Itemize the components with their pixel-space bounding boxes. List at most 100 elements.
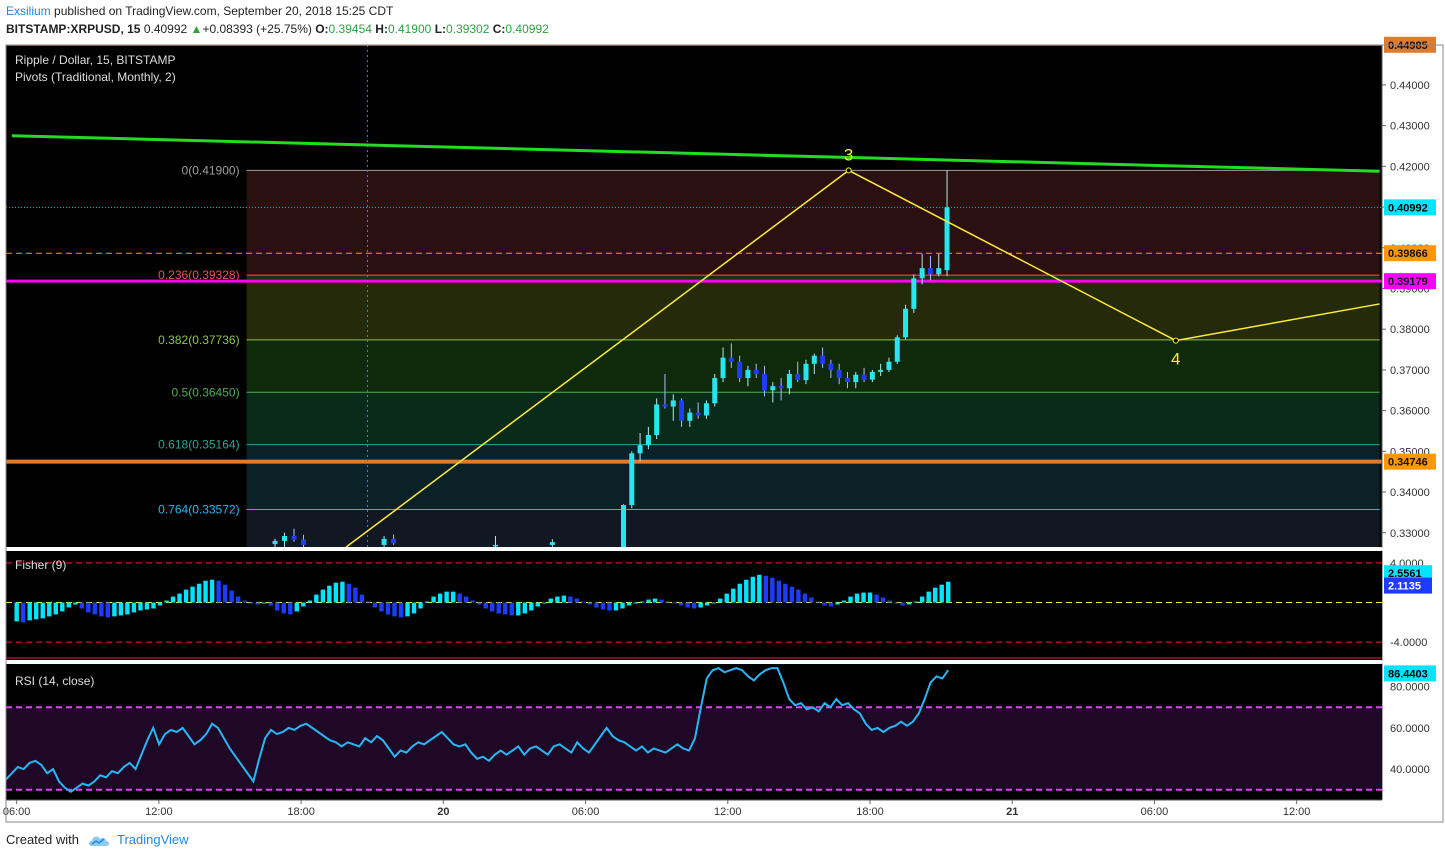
time-tick-label: 12:00 <box>1283 806 1311 818</box>
fisher-bar <box>848 596 853 603</box>
candle-body <box>936 268 942 275</box>
fisher-bar <box>620 602 625 609</box>
fisher-bar <box>607 602 612 611</box>
ohlc-info: BITSTAMP:XRPUSD, 15 0.40992 ▲+0.08393 (+… <box>6 22 549 36</box>
candle-body <box>770 386 776 391</box>
price-tick-label: 0.42000 <box>1390 161 1430 173</box>
fisher-bar <box>691 602 697 609</box>
time-tick-label: 06:00 <box>572 806 600 818</box>
fisher-bar <box>646 599 651 603</box>
candle-body <box>629 453 635 506</box>
fisher-bar <box>164 600 169 603</box>
fisher-bar <box>776 580 782 603</box>
tradingview-link[interactable]: TradingView <box>116 832 189 847</box>
fisher-bar <box>926 591 931 603</box>
fisher-bar <box>144 602 150 610</box>
fisher-bar <box>450 591 456 603</box>
fisher-bar <box>203 580 208 603</box>
fisher-bar <box>242 600 247 603</box>
fisher-bar <box>718 598 723 603</box>
rsi-tag <box>1384 665 1436 682</box>
fisher-bar <box>60 602 65 612</box>
candle-body <box>549 542 555 545</box>
candle-body <box>795 373 801 381</box>
time-tick-label: 06:00 <box>1141 806 1169 818</box>
chart-border <box>5 44 1444 823</box>
author-link[interactable]: Exsilium <box>6 4 51 18</box>
elliott-label-4: 4 <box>1171 350 1180 369</box>
fib-zone-0 <box>246 170 1380 276</box>
candle-body <box>745 369 751 379</box>
candle-body <box>670 400 676 407</box>
fisher-bar <box>581 601 586 603</box>
candle-body <box>820 355 826 364</box>
time-tick-label: 21 <box>1006 806 1018 818</box>
candle-body <box>654 404 660 436</box>
fisher-bar <box>177 593 182 603</box>
fib-label-0.764: 0.764(0.33572) <box>158 502 239 516</box>
candle-body <box>272 540 278 545</box>
trendline <box>11 134 1380 173</box>
elliott-label-3: 3 <box>844 145 853 164</box>
price-plot-area: 0(0.41900) 0.236(0.39328) 0.382(0.37736) 0.… <box>6 45 1382 547</box>
fisher-bar <box>138 602 143 611</box>
price-pane[interactable]: 0(0.41900) 0.236(0.39328) 0.382(0.37736) 0.… <box>6 36 1445 800</box>
fisher-bar <box>99 602 104 617</box>
rsi-tick-label: 80.0000 <box>1390 682 1430 694</box>
candle-body <box>728 357 734 362</box>
fisher-bar <box>53 602 58 615</box>
fisher-bar <box>783 583 788 603</box>
candle-body <box>679 400 685 421</box>
fisher-bar <box>372 602 378 608</box>
fib-zone-0.236 <box>246 275 1380 340</box>
rsi-tick-label: 60.0000 <box>1390 723 1430 735</box>
fisher-bar <box>678 602 684 606</box>
fisher-bar <box>841 600 847 603</box>
candle-body <box>869 371 875 380</box>
fisher-bar <box>757 574 762 603</box>
price-tag <box>1384 453 1436 470</box>
candle-body <box>803 363 809 381</box>
candle-body <box>300 539 306 545</box>
fisher-bar <box>854 593 860 603</box>
price-tick-label: 0.43000 <box>1390 121 1430 133</box>
price-tag-label: 0.34746 <box>1388 457 1428 469</box>
candle-body <box>753 369 759 374</box>
fisher-bar <box>672 602 677 604</box>
fisher-bar <box>613 602 619 611</box>
fisher-bar <box>561 595 567 603</box>
fisher-bar <box>248 602 254 604</box>
close-label: C: <box>492 22 506 36</box>
fisher-bar <box>47 602 52 617</box>
candle-body <box>861 374 867 380</box>
published-text: published on TradingView.com, September … <box>54 4 394 18</box>
candle-body <box>836 369 842 379</box>
fisher-bar <box>503 602 508 615</box>
candle-body <box>291 536 297 540</box>
fisher-bar <box>235 596 241 603</box>
price-tick-label: 0.36000 <box>1390 406 1430 418</box>
fib-label-0.382: 0.382(0.37736) <box>158 333 239 347</box>
fisher-bar <box>118 602 124 616</box>
candle-body <box>944 207 950 271</box>
fisher-bar <box>555 596 560 603</box>
rsi-pane[interactable]: RSI (14, close) 80.0000 60.0000 40.0000 86.4… <box>5 664 1445 800</box>
fisher-bar <box>483 602 488 609</box>
fisher-bar <box>796 589 801 603</box>
fisher-bar <box>105 602 111 618</box>
rsi-tag-label: 86.4403 <box>1388 668 1428 680</box>
candle-body <box>282 536 288 541</box>
rsi-pane-title: RSI (14, close) <box>15 674 94 688</box>
fisher-bar <box>262 602 267 604</box>
fisher-bar <box>294 602 299 612</box>
time-axis[interactable]: 06:00 12:00 18:00 20 06:00 12:00 18:00 21 06:00 1… <box>3 799 1445 822</box>
fisher-bar <box>216 580 221 603</box>
fisher-bar <box>470 600 475 603</box>
candle-body <box>853 374 859 383</box>
fisher-bar <box>685 602 690 608</box>
fisher-bar <box>307 600 313 603</box>
low-value: 0.39302 <box>446 22 490 36</box>
fisher-bar <box>314 594 319 603</box>
